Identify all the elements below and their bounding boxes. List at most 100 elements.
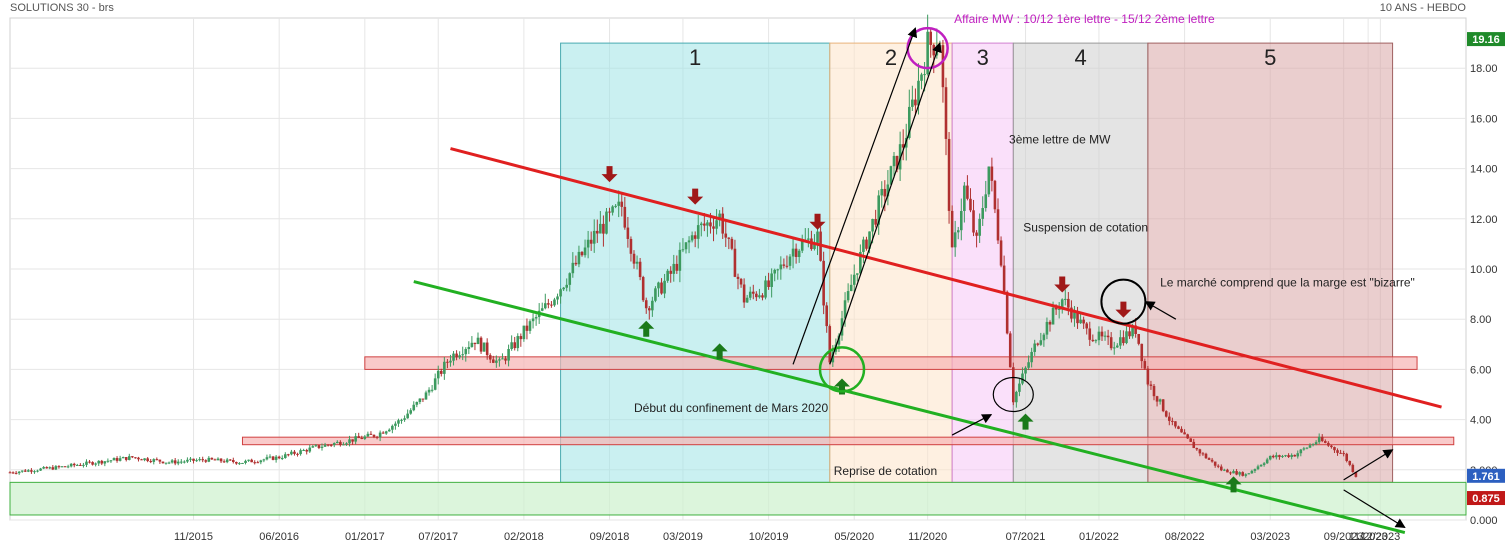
- candle-body: [755, 293, 758, 298]
- candle-body: [779, 264, 783, 270]
- candle-body: [1219, 466, 1223, 471]
- y-tick-label: 18.00: [1470, 63, 1498, 75]
- candle-body: [106, 460, 110, 462]
- candle-body: [666, 270, 669, 281]
- candle-body: [959, 210, 963, 231]
- candle-body: [1284, 455, 1287, 457]
- candle-body: [397, 420, 400, 424]
- candle-body: [256, 462, 260, 464]
- candle-body: [761, 295, 764, 298]
- candle-body: [1302, 448, 1306, 450]
- candle-body: [345, 443, 348, 445]
- candle-body: [993, 180, 997, 210]
- candle-body: [859, 251, 862, 274]
- candle-body: [127, 456, 131, 460]
- price-label: 19.16: [1472, 34, 1500, 46]
- candle-body: [559, 289, 562, 297]
- candle-body: [1018, 383, 1021, 392]
- candle-body: [384, 431, 388, 434]
- candle-body: [85, 461, 88, 465]
- symbol-label: SOLUTIONS 30 - brs: [10, 2, 114, 14]
- candle-body: [33, 471, 36, 473]
- candle-body: [764, 280, 767, 298]
- candle-body: [1042, 334, 1046, 341]
- candle-body: [436, 370, 440, 379]
- candle-body: [745, 297, 749, 303]
- candle-body: [1024, 367, 1027, 374]
- candle-body: [513, 342, 517, 349]
- candle-body: [1008, 333, 1012, 368]
- candle-body: [1167, 416, 1171, 421]
- annotation-arrow: [1343, 449, 1394, 481]
- price-label-box: [1467, 468, 1505, 483]
- candle-body: [207, 457, 211, 462]
- candle-body: [975, 232, 978, 236]
- candle-body: [88, 461, 91, 463]
- candle-body: [186, 459, 189, 462]
- candle-body: [57, 466, 61, 468]
- x-tick-label: 01/2017: [345, 531, 385, 543]
- candle-body: [39, 468, 42, 471]
- candle-body: [238, 463, 241, 465]
- candle-body: [852, 274, 856, 285]
- annotation-arrow: [1343, 489, 1406, 529]
- candle-body: [100, 460, 104, 464]
- x-tick-label: 10/2019: [749, 531, 789, 543]
- candle-body: [956, 230, 960, 233]
- candle-body: [446, 361, 449, 363]
- zone-5: [1147, 42, 1394, 483]
- candle-body: [589, 239, 593, 244]
- candle-body: [963, 185, 966, 211]
- annotation-arrow: [792, 27, 918, 365]
- candle-body: [235, 461, 238, 464]
- candle-body: [1021, 373, 1024, 384]
- candle-body: [568, 273, 572, 285]
- candle-body: [296, 453, 299, 455]
- candle-body: [1201, 453, 1205, 455]
- annotation-text: 3ème lettre de MW: [1009, 133, 1111, 147]
- candle-body: [1171, 420, 1174, 422]
- candle-body: [91, 462, 94, 465]
- candle-body: [1076, 311, 1079, 324]
- candle-body: [36, 470, 39, 472]
- candle-body: [458, 355, 461, 358]
- price-label-box: [1467, 491, 1505, 506]
- candle-body: [430, 389, 434, 391]
- trendline-red: [450, 147, 1442, 409]
- candle-body: [158, 459, 162, 462]
- candle-body: [228, 459, 232, 461]
- candle-body: [1100, 331, 1104, 337]
- candle-body: [892, 155, 896, 167]
- candle-body: [794, 248, 798, 258]
- candle-body: [748, 291, 752, 298]
- candle-body: [574, 262, 578, 265]
- candle-body: [427, 389, 431, 393]
- candle-body: [966, 185, 969, 199]
- candle-body: [1128, 331, 1131, 337]
- x-tick-label: 03/2019: [663, 531, 703, 543]
- candle-body: [452, 353, 455, 361]
- candle-body: [1354, 472, 1358, 477]
- candle-body: [265, 457, 269, 460]
- candle-body: [476, 337, 480, 345]
- candle-body: [155, 459, 159, 461]
- candle-body: [63, 466, 67, 468]
- candle-body: [1271, 455, 1275, 458]
- period-label: 10 ANS - HEBDO: [1379, 2, 1466, 14]
- zone-label: 2: [885, 45, 897, 70]
- candle-body: [244, 460, 247, 463]
- down-arrow-marker: [1115, 301, 1132, 318]
- candle-body: [617, 201, 621, 206]
- candle-body: [415, 402, 419, 405]
- candle-body: [339, 441, 342, 445]
- candle-body: [1115, 345, 1119, 348]
- candle-body: [372, 434, 376, 437]
- candle-body: [1290, 454, 1293, 457]
- candle-body: [1259, 464, 1263, 467]
- candle-body: [1137, 334, 1141, 344]
- candle-body: [311, 446, 315, 448]
- candle-body: [378, 432, 382, 438]
- candle-body: [1119, 337, 1122, 346]
- candle-body: [1308, 445, 1312, 448]
